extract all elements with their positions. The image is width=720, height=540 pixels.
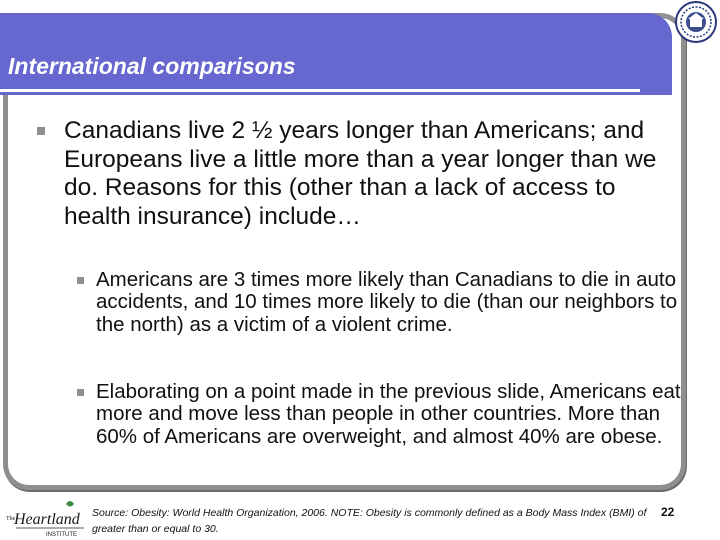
source-footnote: Source: Obesity: World Health Organizati…: [92, 507, 647, 535]
bullet-item: Canadians live 2 ½ years longer than Ame…: [64, 117, 657, 230]
svg-text:INSTITUTE: INSTITUTE: [46, 532, 77, 538]
title-underline: [0, 89, 640, 92]
page-number: 22: [661, 505, 675, 519]
title-bar: [0, 13, 672, 95]
seal-icon: [675, 1, 717, 43]
sub-bullet-item: Elaborating on a point made in the previ…: [96, 380, 681, 448]
sub-bullet-marker: [77, 277, 84, 284]
svg-text:The: The: [6, 516, 16, 522]
sub-bullet-marker: [77, 389, 84, 396]
sub-bullet-item: Americans are 3 times more likely than C…: [96, 268, 678, 336]
slide-title: International comparisons: [8, 53, 296, 79]
bullet-marker: [37, 127, 45, 135]
svg-text:Heartland: Heartland: [13, 511, 81, 528]
heartland-institute-logo: The Heartland INSTITUTE: [6, 501, 84, 538]
